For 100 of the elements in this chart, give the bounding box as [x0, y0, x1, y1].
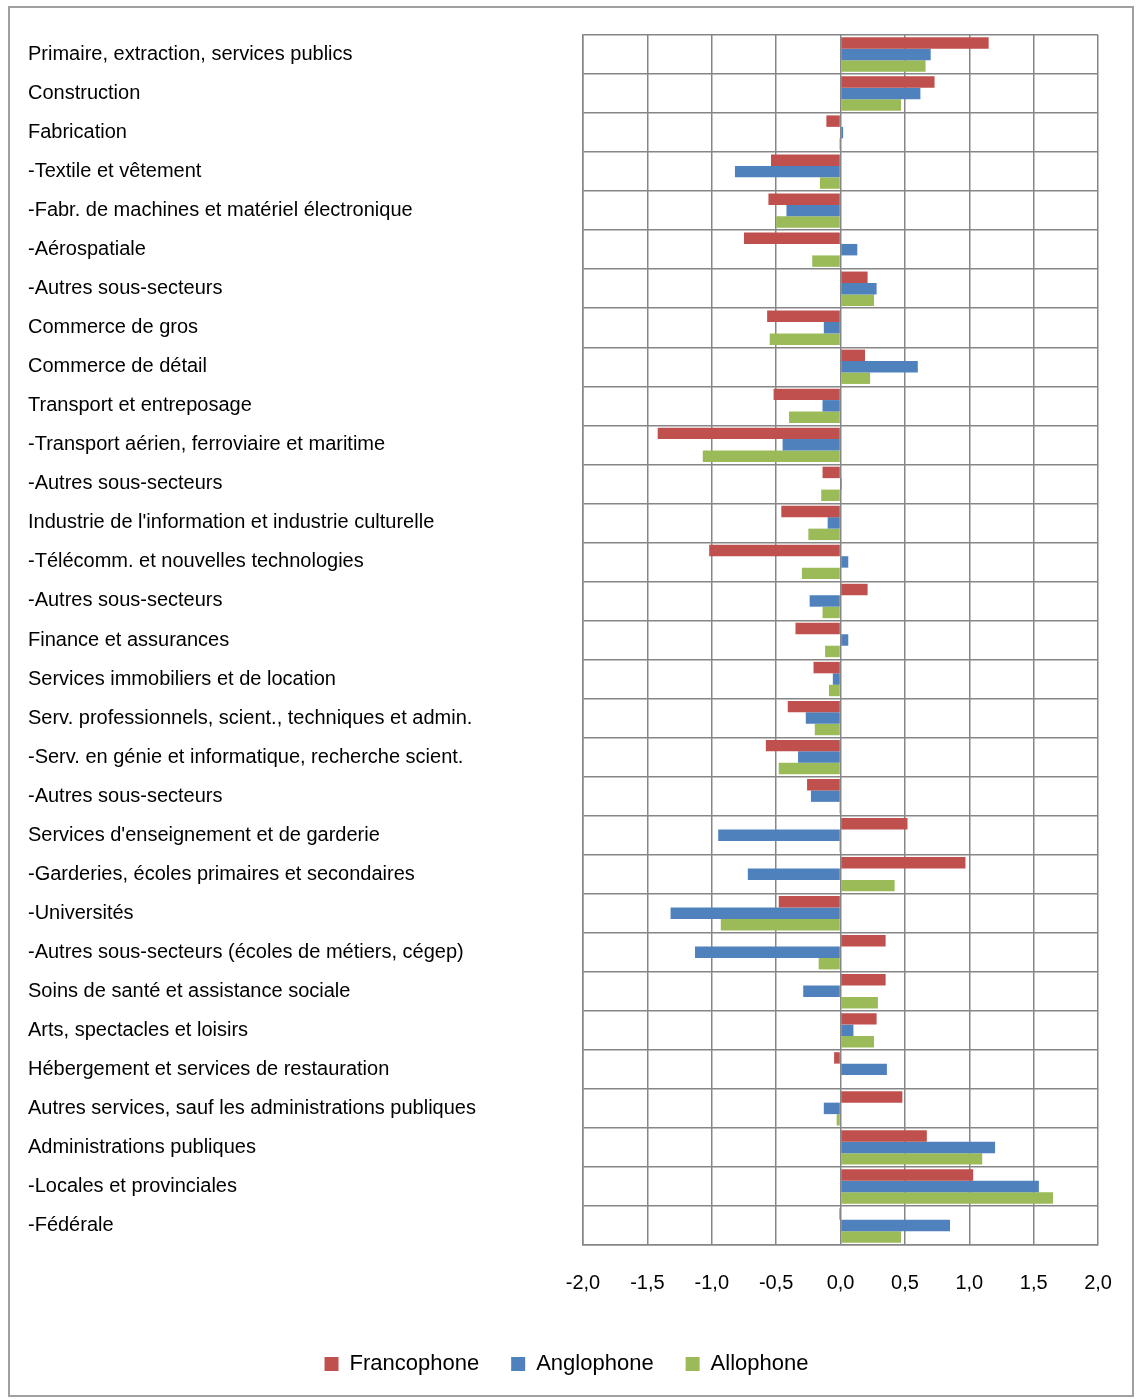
bar — [773, 388, 840, 401]
y-tick-label: -Télécomm. et nouvelles technologies — [28, 549, 364, 572]
bar — [825, 645, 840, 658]
bar — [841, 48, 931, 61]
y-tick-label: -Autres sous-secteurs — [28, 588, 223, 611]
y-tick-label: -Locales et provinciales — [28, 1173, 237, 1196]
bar — [809, 595, 840, 607]
bar — [832, 673, 840, 685]
y-tick-label: Commerce de gros — [28, 315, 199, 338]
x-tick-label: -1,0 — [694, 1270, 730, 1293]
bar — [841, 372, 871, 384]
bar — [841, 974, 886, 986]
bar — [841, 87, 921, 100]
bar — [771, 154, 840, 166]
bar — [822, 400, 840, 412]
x-tick-label: 1,5 — [1019, 1270, 1048, 1293]
bar — [841, 271, 868, 283]
y-tick-label: Serv. professionnels, scient., techniques et admin. — [28, 705, 473, 728]
y-tick-label: Hébergement et services de restauration — [28, 1056, 390, 1079]
bar — [813, 661, 840, 674]
bar — [841, 1180, 1039, 1193]
bar — [787, 700, 840, 713]
bar — [776, 216, 840, 228]
bar — [841, 1219, 951, 1232]
bar — [795, 622, 840, 635]
y-tick-label: -Fabr. de machines et matériel électronique — [28, 198, 413, 221]
bar — [823, 1102, 840, 1115]
bar — [841, 935, 886, 947]
bar — [841, 1141, 996, 1154]
bar — [822, 466, 840, 479]
bar — [841, 817, 908, 830]
bar — [841, 60, 926, 72]
bar — [841, 1013, 877, 1025]
y-tick-label: Industrie de l'information et industrie culturelle — [28, 510, 435, 533]
bar — [821, 489, 840, 502]
x-tick-label: -2,0 — [565, 1270, 601, 1293]
bar — [709, 544, 840, 557]
bar — [768, 193, 840, 205]
bar — [767, 310, 840, 323]
bar — [841, 243, 858, 256]
bar — [782, 439, 840, 451]
bar — [812, 255, 840, 267]
bar — [841, 556, 849, 568]
y-tick-label: Construction — [28, 81, 141, 104]
x-tick-label: -1,5 — [630, 1270, 665, 1293]
bar — [778, 762, 840, 775]
bar — [695, 946, 840, 958]
y-tick-label: Services immobiliers et de location — [28, 666, 336, 689]
bar — [823, 322, 840, 334]
y-tick-label: -Autres sous-secteurs — [28, 471, 223, 494]
bar — [769, 333, 840, 345]
y-tick-label: -Autres sous-secteurs (écoles de métiers, cégep) — [28, 939, 464, 962]
bar — [814, 723, 840, 736]
x-tick-label: 0,5 — [891, 1270, 919, 1293]
bar — [827, 517, 840, 529]
x-tick-label: -0,5 — [758, 1270, 794, 1293]
x-tick-label: 2,0 — [1084, 1270, 1112, 1293]
bar — [841, 76, 935, 88]
bar — [822, 606, 840, 619]
bar — [718, 829, 840, 841]
y-tick-label: Soins de santé et assistance sociale — [28, 978, 351, 1001]
bar — [765, 739, 840, 752]
bar — [670, 907, 840, 919]
y-tick-label: -Fédérale — [28, 1213, 114, 1235]
y-tick-label: -Textile et vêtement — [28, 159, 202, 182]
y-tick-label: -Garderies, écoles primaires et secondaires — [28, 861, 415, 884]
bar — [786, 204, 840, 217]
legend-label: Anglophone — [536, 1350, 654, 1376]
y-tick-label: Transport et entreposage — [28, 393, 252, 416]
bar — [803, 985, 840, 998]
y-tick-label: Autres services, sauf les administrations publiques — [28, 1095, 476, 1118]
bar — [836, 1114, 840, 1126]
bar — [841, 1130, 927, 1142]
bar — [747, 868, 840, 880]
y-tick-label: -Serv. en génie et informatique, recherche scient. — [28, 744, 464, 767]
bar — [828, 684, 840, 697]
bar — [808, 528, 840, 541]
y-tick-label: -Autres sous-secteurs — [28, 276, 223, 299]
bar — [841, 997, 878, 1009]
bar — [841, 37, 989, 49]
bar — [801, 567, 840, 580]
bar — [841, 1192, 1054, 1204]
bar — [841, 1091, 903, 1103]
y-tick-label: Finance et assurances — [28, 627, 230, 650]
bar — [819, 177, 840, 189]
bar — [841, 294, 875, 306]
bar — [810, 790, 840, 802]
y-tick-label: -Universités — [28, 900, 134, 923]
legend-label: Allophone — [710, 1350, 809, 1376]
bar — [805, 712, 840, 724]
legend-label: Francophone — [349, 1350, 480, 1376]
y-tick-label: -Aérospatiale — [28, 237, 146, 260]
bar — [841, 1169, 974, 1181]
bar — [781, 505, 840, 518]
bar — [841, 634, 849, 646]
bar — [702, 450, 840, 463]
bar — [743, 232, 840, 244]
y-tick-label: Services d'enseignement et de garderie — [28, 822, 380, 845]
bar — [807, 778, 840, 791]
bar — [798, 751, 840, 763]
